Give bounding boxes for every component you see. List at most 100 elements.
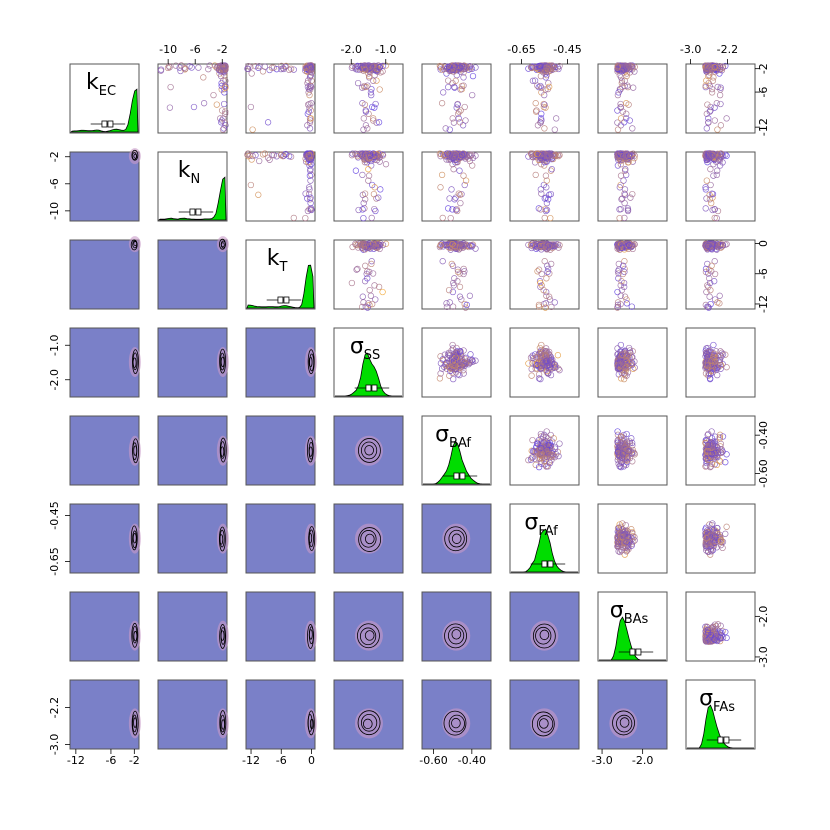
panel-kN-sBAs [597, 150, 668, 222]
scatter-point [542, 300, 549, 307]
scatter-point [631, 358, 638, 365]
density-frame [157, 415, 228, 486]
density-core [354, 435, 383, 466]
scatter-point [365, 300, 372, 307]
scatter-point [437, 360, 445, 367]
scatter-point [711, 68, 719, 75]
variable-subscript: N [191, 172, 201, 187]
scatter-point [372, 296, 379, 303]
scatter-point [614, 107, 621, 114]
scatter-point [623, 62, 630, 70]
scatter-point [365, 172, 373, 179]
scatter-point [619, 270, 627, 278]
scatter-point [548, 260, 555, 268]
scatter-point [546, 270, 553, 277]
scatter-point [702, 205, 709, 212]
scatter-point [308, 77, 315, 84]
scatter-point [364, 268, 371, 275]
scatter-point [543, 292, 550, 299]
scatter-point [616, 241, 623, 248]
density-core [304, 708, 317, 739]
scatter-point [528, 372, 535, 379]
scatter-point [373, 77, 380, 84]
contour-line [364, 445, 374, 456]
scatter-point [373, 244, 380, 251]
scatter-point [349, 150, 356, 157]
scatter-point [617, 172, 625, 179]
interval-box [453, 472, 460, 480]
scatter-point [543, 184, 550, 191]
scatter-point [307, 72, 314, 80]
scatter-point [629, 125, 636, 132]
scatter-point [525, 360, 532, 367]
density-frame [69, 679, 140, 750]
contour-line [132, 357, 137, 368]
scatter-point [707, 370, 715, 377]
scatter-point [545, 152, 553, 159]
density-frame [157, 503, 228, 574]
panel-sFAs-sFAs: σFAs [685, 679, 756, 750]
scatter-point [706, 279, 714, 287]
scatter-point [617, 375, 625, 382]
panel-kEC-kT [244, 62, 316, 134]
panel-kN-sFAf [509, 150, 580, 222]
scatter-point [614, 301, 622, 309]
scatter-point [532, 171, 539, 179]
scatter-point [625, 62, 633, 70]
scatter-point [529, 354, 537, 361]
scatter-point [704, 344, 711, 352]
scatter-point [625, 152, 633, 159]
scatter-point [527, 150, 535, 157]
scatter-point [535, 371, 543, 378]
scatter-point [713, 214, 720, 222]
scatter-point [614, 288, 621, 296]
scatter-point [529, 150, 537, 157]
scatter-point [460, 370, 467, 377]
scatter-point [449, 262, 457, 269]
scatter-point [556, 151, 563, 159]
scatter-point [190, 103, 198, 111]
scatter-point [538, 341, 545, 349]
density-curve [69, 88, 139, 133]
scatter-point [306, 91, 313, 99]
scatter-point [621, 258, 628, 265]
scatter-point [723, 364, 730, 371]
scatter-point [362, 62, 370, 70]
scatter-point [450, 279, 457, 287]
scatter-point [166, 64, 173, 71]
panel-sBAs-sBAs: σBAs [597, 591, 668, 662]
scatter-point [218, 107, 226, 114]
panel-sSS-kEC [69, 327, 141, 398]
scatter-point [366, 241, 373, 248]
scatter-point [367, 64, 374, 71]
y-tick-label: -0.65 [48, 547, 61, 575]
scatter-point [722, 351, 729, 358]
scatter-point [455, 190, 462, 197]
scatter-point [458, 152, 466, 159]
scatter-point [630, 241, 637, 249]
scatter-point [449, 115, 456, 122]
y-tick-label: -2.0 [48, 369, 61, 390]
scatter-point [528, 244, 535, 252]
scatter-point [704, 303, 712, 311]
scatter-point [437, 242, 444, 249]
scatter-point [621, 283, 628, 291]
scatter-point [527, 242, 535, 249]
scatter-point [537, 64, 544, 71]
scatter-point [375, 283, 383, 291]
scatter-point [370, 115, 377, 122]
scatter-point [304, 67, 311, 75]
scatter-point [306, 172, 314, 179]
scatter-point [702, 83, 709, 91]
interval-box [189, 208, 196, 216]
scatter-point [369, 300, 376, 308]
scatter-point [714, 371, 721, 379]
scatter-point [703, 195, 710, 202]
scatter-point [707, 375, 714, 382]
scatter-point [379, 152, 387, 159]
scatter-point [710, 341, 717, 349]
scatter-point [373, 119, 380, 126]
interval-box [547, 560, 554, 568]
interval-box [629, 648, 636, 656]
